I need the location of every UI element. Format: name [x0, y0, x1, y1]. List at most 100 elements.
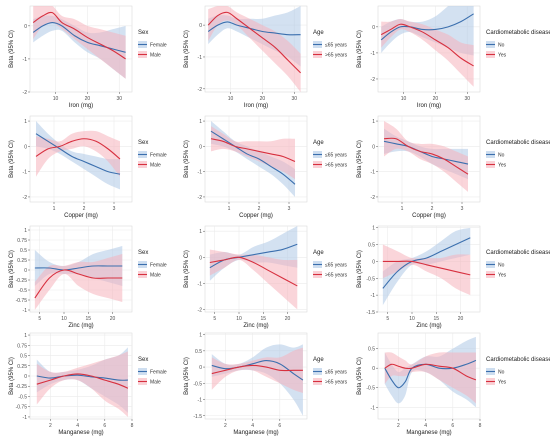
x-axis-label: Iron (mg): [417, 103, 441, 109]
x-tick-label: 3: [461, 206, 464, 212]
legend-label: Yes: [498, 163, 507, 169]
legend-label: ≤65 years: [325, 153, 347, 159]
legend-label: No: [498, 43, 505, 49]
series-line-b: [207, 11, 302, 74]
y-tick-label: 1: [199, 229, 202, 235]
y-axis-label: Beta (95% CI): [9, 250, 15, 288]
plot-content: [209, 226, 298, 310]
y-tick-label: -1: [198, 398, 203, 404]
series-line-a: [35, 133, 121, 175]
x-tick-label: 1: [228, 206, 231, 212]
y-tick-label: -1: [23, 308, 28, 314]
series-line-a: [210, 130, 296, 185]
y-tick-label: 0: [24, 24, 27, 30]
y-tick-label: 0.75: [17, 343, 27, 349]
x-axis-label: Zinc (mg): [243, 323, 268, 329]
ci-band-a: [36, 121, 120, 190]
y-tick-label: -1.5: [193, 414, 202, 420]
series-line-b: [209, 256, 298, 287]
legend-label: Female: [150, 43, 167, 49]
x-axis-label: Iron (mg): [69, 103, 93, 109]
legend-label: ≤65 years: [325, 263, 347, 269]
legend: Cardiometabolic disease No Yes: [486, 30, 550, 59]
x-tick-label: 2: [224, 423, 227, 429]
x-tick-label: 4: [76, 423, 79, 429]
y-tick-label: -0.75: [16, 298, 28, 304]
legend-label: Yes: [498, 380, 507, 386]
y-tick-label: 0.25: [17, 364, 27, 370]
x-tick-label: 1: [53, 206, 56, 212]
x-tick-label: 10: [401, 96, 407, 102]
x-tick-label: 30: [291, 96, 297, 102]
y-tick-label: -1: [198, 55, 203, 61]
legend-label: Male: [150, 380, 161, 386]
legend-title: Cardiometabolic disease: [486, 357, 550, 363]
legend: Cardiometabolic disease No Yes: [486, 357, 550, 386]
ci-band-b: [209, 249, 298, 310]
panel-iron-age: -2 -1 0 10 20 30 Iron (mg) Beta (95% CI) Age ≤65 …: [184, 5, 348, 109]
y-tick-label: -0.5: [18, 288, 27, 294]
y-tick-label: 1: [24, 333, 27, 339]
legend-title: Cardiometabolic disease: [486, 140, 550, 146]
plot-content: [380, 6, 474, 87]
x-tick-label: 6: [103, 423, 106, 429]
legend: Cardiometabolic disease No Yes: [486, 140, 550, 169]
y-tick-label: 0.5: [20, 248, 27, 254]
y-tick-label: -2: [371, 77, 376, 83]
plot-content: [34, 246, 123, 310]
x-tick-label: 6: [451, 423, 454, 429]
legend-label: No: [498, 153, 505, 159]
legend: Sex Female Male: [138, 250, 167, 279]
y-tick-label: 0: [199, 23, 202, 29]
y-tick-label: -0.5: [193, 381, 202, 387]
legend-title: Sex: [138, 30, 148, 36]
y-axis-label: Beta (95% CI): [9, 140, 15, 178]
legend-label: >65 years: [325, 53, 348, 59]
plot-content: [383, 121, 469, 192]
plot-content: [207, 6, 302, 92]
y-tick-label: -1: [371, 293, 376, 299]
x-tick-label: 5: [213, 316, 216, 322]
plot-content: [382, 227, 471, 306]
x-axis-label: Copper (mg): [412, 213, 446, 219]
y-axis-label: Beta (95% CI): [9, 30, 15, 68]
series-line-a: [380, 13, 474, 41]
x-axis-label: Zinc (mg): [68, 323, 93, 329]
series-line-b: [383, 137, 469, 175]
x-tick-label: 6: [278, 423, 281, 429]
y-tick-label: 1: [199, 333, 202, 339]
legend: Age ≤65 years >65 years: [313, 250, 348, 279]
panel-copper-cmd: -2 -1 0 1 1 2 3 Copper (mg) Beta (95% CI) Cardiom…: [357, 115, 550, 219]
x-axis-label: Copper (mg): [239, 213, 273, 219]
y-tick-label: 0: [199, 255, 202, 261]
x-tick-label: 10: [61, 316, 67, 322]
legend-title: Age: [313, 357, 324, 363]
x-tick-label: 3: [288, 206, 291, 212]
y-tick-label: 0.5: [368, 347, 375, 353]
x-tick-label: 2: [49, 423, 52, 429]
y-tick-label: -2: [371, 195, 376, 201]
y-tick-label: -1: [23, 170, 28, 176]
plot-content: [211, 344, 304, 416]
y-tick-label: 0: [199, 365, 202, 371]
y-axis-label: Beta (95% CI): [357, 357, 363, 395]
y-tick-label: 0: [199, 144, 202, 150]
series-line-b: [34, 269, 123, 299]
series-line-b: [384, 363, 477, 381]
y-tick-label: 0: [24, 268, 27, 274]
legend: Sex Female Male: [138, 140, 167, 169]
legend-label: Male: [150, 53, 161, 59]
x-tick-label: 30: [464, 96, 470, 102]
legend: Age ≤65 years >65 years: [313, 30, 348, 59]
y-axis-label: Beta (95% CI): [184, 250, 190, 288]
y-tick-label: -0.25: [16, 384, 28, 390]
ci-band-b: [382, 244, 471, 296]
y-axis-label: Beta (95% CI): [357, 140, 363, 178]
series-line-a: [211, 360, 304, 381]
y-tick-label: 0.75: [17, 238, 27, 244]
legend-label: No: [498, 263, 505, 269]
legend-label: Female: [150, 370, 167, 376]
panel-manganese-cmd: -1 -0.5 0 0.5 2 4 6 8 Manganese (mg) Beta (95% CI…: [357, 332, 550, 436]
y-tick-label: -0.75: [16, 405, 28, 411]
